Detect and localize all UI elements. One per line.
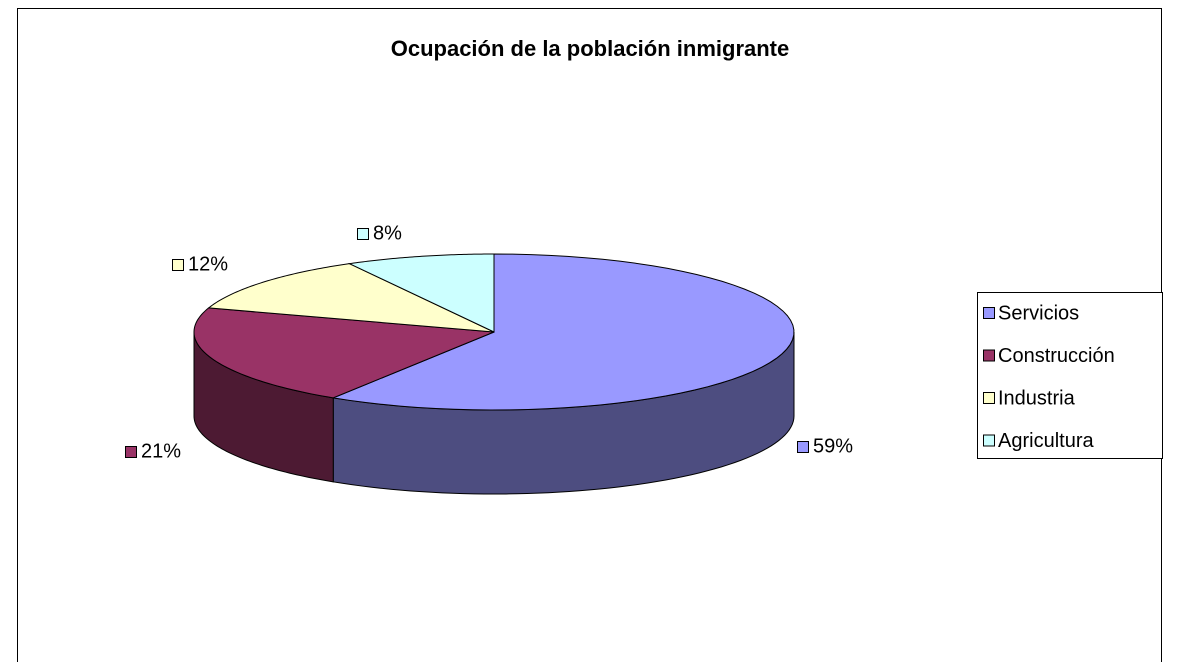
pie-slice bbox=[207, 263, 495, 333]
legend-label: Servicios bbox=[998, 302, 1079, 324]
legend-swatch bbox=[983, 392, 995, 404]
data-label-key bbox=[357, 228, 369, 240]
data-label-key bbox=[172, 259, 184, 271]
legend-swatch bbox=[983, 349, 995, 362]
legend-label: Industria bbox=[998, 387, 1076, 409]
data-label: 8% bbox=[373, 222, 402, 244]
legend-label: Agricultura bbox=[998, 430, 1094, 452]
data-label: 59% bbox=[813, 435, 853, 457]
pie-slice bbox=[331, 253, 795, 411]
data-label: 21% bbox=[141, 440, 181, 462]
pie-slice bbox=[193, 307, 495, 399]
data-label-key bbox=[797, 441, 809, 453]
data-label-key bbox=[125, 446, 137, 458]
legend bbox=[977, 292, 1163, 459]
pie bbox=[193, 253, 795, 495]
pie-slice bbox=[347, 253, 495, 333]
legend-swatch bbox=[983, 307, 995, 319]
data-label: 12% bbox=[188, 253, 228, 275]
legend-swatch bbox=[983, 434, 995, 447]
legend-label: Construcción bbox=[998, 345, 1115, 367]
chart-title: Ocupación de la población inmigrante bbox=[391, 36, 790, 61]
